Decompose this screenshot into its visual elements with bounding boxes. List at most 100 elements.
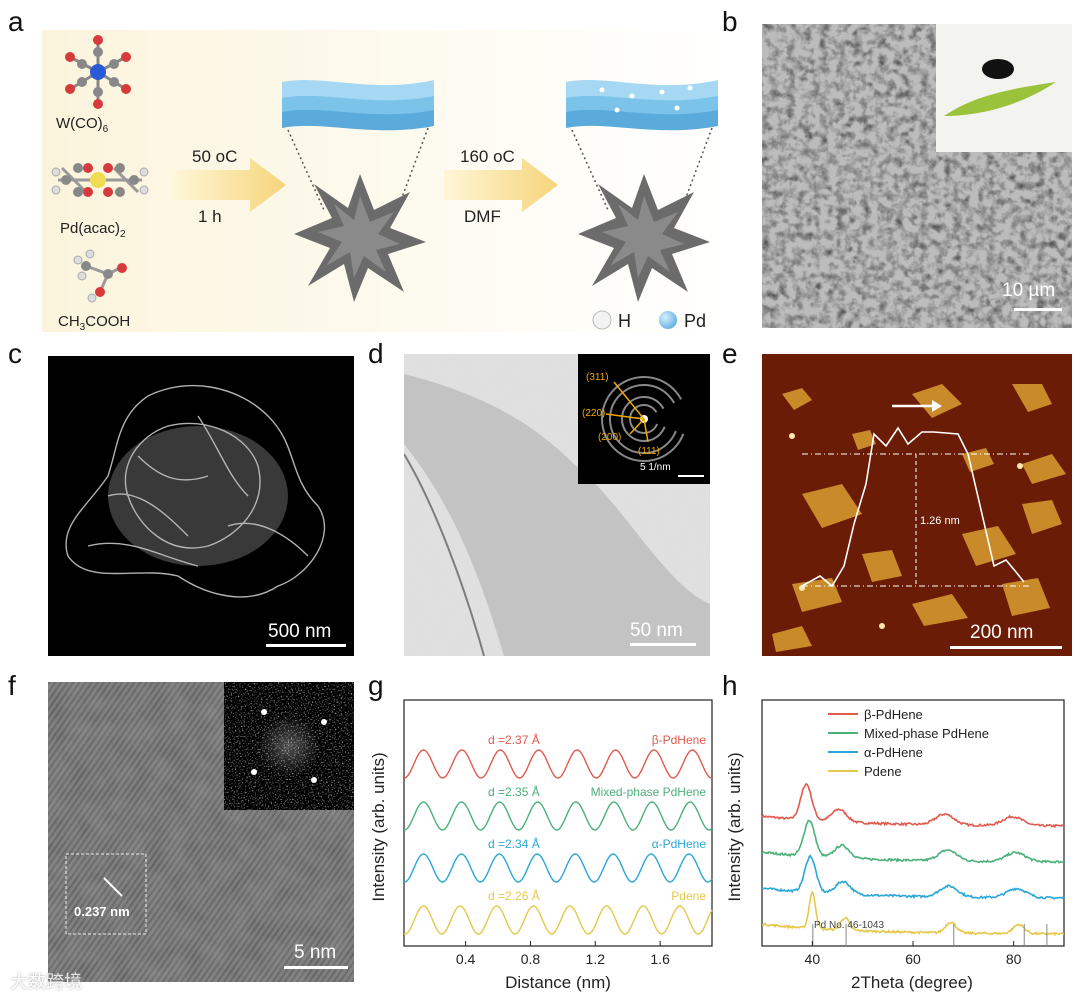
chart-h-series-line [762,890,1064,937]
chart-h-xtick-label: 80 [1006,951,1022,967]
chart-g-d-spacing-label: d =2.37 Å [488,732,540,747]
chart-g-series-name: Pdene [671,889,706,903]
chart-h-svg: 40 60 80 β-PdHene Mixed-phase PdHene α-PdHen… [725,699,1065,992]
panel-label-f: f [8,670,16,701]
fft-pattern [224,682,354,810]
lattice-spacing-label: 0.237 nm [74,904,130,919]
hrtem-scale-bar [284,966,348,969]
chart-h: 40 60 80 β-PdHene Mixed-phase PdHene α-PdHen… [722,682,1078,1000]
chart-g-d-spacing-label: d =2.26 Å [488,888,540,903]
chart-h-series-line [761,819,1065,864]
hrtem-scale-bar-label: 5 nm [294,942,337,963]
sem-inset-photo [936,24,1072,152]
legend-h-label: H [618,311,631,331]
panel-label-c: c [8,338,22,369]
chart-g-series-line [403,801,713,831]
sem-image: 10 µm [762,24,1072,328]
chart-g-xtick-label: 0.4 [456,951,476,967]
afm-scale-bar [950,646,1062,649]
schematic-panel: W(CO)6 Pd(acac)2 [42,30,722,332]
sem-scale-bar [1014,308,1062,311]
schematic-drawing: W(CO)6 Pd(acac)2 [42,30,722,332]
afm-scale-bar-label: 200 nm [970,622,1034,643]
chart-h-xtick-label: 40 [805,951,821,967]
legend-pd-atom-icon [659,311,677,329]
step2-temperature: 160 oC [460,147,515,166]
chart-g-d-spacing-label: d =2.35 Å [488,784,540,799]
legend-h-atom-icon [592,310,612,330]
chart-g-d-spacing-label: d =2.34 Å [488,836,540,851]
saed-scale-bar-label: 5 1/nm [640,462,671,473]
chart-h-series-line [761,854,1065,900]
tem-scale-bar [630,643,696,646]
saed-label-111: (111) [638,446,660,457]
tem-image: (311) (220) (200) (111) 5 1/nm 50 nm [404,354,710,656]
watermark-text: 大数跨境 [10,972,82,992]
sem-texture [762,24,1072,328]
chart-h-xtick-label: 60 [905,951,921,967]
saed-scale-bar [678,475,704,477]
panel-label-b: b [722,6,738,37]
reaction-arrow-2-icon [444,158,558,212]
chart-g-series-name: α-PdHene [652,837,707,851]
haadf-scale-bar [266,644,346,647]
chart-h-xlabel: 2Theta (degree) [851,973,973,992]
legend-pd-label: Pd [684,311,706,331]
chart-h-series-line [761,782,1065,829]
chart-h-reference-label: Pd No. 46-1043 [814,920,884,931]
step1-time: 1 h [198,207,222,226]
pdene-sheet-icon [282,80,434,211]
chart-g-series-name: Mixed-phase PdHene [591,785,707,799]
panel-label-g: g [368,670,384,701]
sem-scale-bar-label: 10 µm [1002,280,1056,301]
afm-scan-direction-arrow-icon [932,400,942,412]
pd-acac2-molecule-icon [51,163,149,197]
chart-g-series-name: β-PdHene [652,733,707,747]
afm-height-profile [801,426,1025,588]
precursor-pdacac-label: Pd(acac)2 [60,220,126,240]
haadf-image: 500 nm [48,356,354,656]
flower-nanostructure-1-icon [294,174,426,302]
afm-height-map: 1.26 nm [762,354,1072,656]
precursor-acetic-acid-label: CH3COOH [58,313,130,332]
saed-label-220: (220) [582,408,605,419]
reaction-arrow-1-icon [174,158,286,212]
precursor-wco6-label: W(CO)6 [56,115,109,135]
afm-image: 1.26 nm 200 nm [762,354,1072,656]
afm-height-label: 1.26 nm [920,515,960,527]
chart-h-ylabel: Intensity (arb. units) [725,752,744,901]
plant-spike-icon [944,82,1056,116]
chart-g-xtick-label: 1.6 [650,951,670,967]
wco6-molecule-icon [65,35,131,109]
chart-g-xlabel: Distance (nm) [505,973,611,992]
chart-g-xtick-label: 0.8 [521,951,541,967]
step2-solvent: DMF [464,207,501,226]
chart-h-legend-label: Pdene [864,764,902,779]
panel-label-a: a [8,6,24,37]
saed-pattern: (311) (220) (200) (111) 5 1/nm [582,372,710,477]
saed-label-200: (200) [598,432,621,443]
flower-nanostructure-2-icon [578,174,710,302]
chart-g: d =2.37 Å β-PdHene d =2.35 Å Mixed-phase Pd… [368,682,720,1000]
nanosheet-haadf-drawing [65,384,325,598]
chart-g-ylabel: Intensity (arb. units) [369,752,388,901]
step1-temperature: 50 oC [192,147,237,166]
chart-h-legend-label: Mixed-phase PdHene [864,726,989,741]
haadf-scale-bar-label: 500 nm [268,621,332,642]
acetic-acid-molecule-icon [73,249,127,303]
tem-scale-bar-label: 50 nm [630,620,683,641]
chart-g-series-line [403,749,713,779]
hrtem-image: 0.237 nm 5 nm [48,682,354,982]
chart-g-series-line [403,853,713,883]
panel-label-d: d [368,338,384,369]
pdhene-sheet-icon [566,80,718,211]
panel-label-h: h [722,670,738,701]
saed-inset: (311) (220) (200) (111) 5 1/nm [578,354,710,484]
chart-h-legend-label: α-PdHene [864,745,923,760]
hrtem-lattice [48,682,354,982]
powder-sample-icon [982,59,1014,79]
chart-h-legend-label: β-PdHene [864,707,923,722]
saed-label-311: (311) [586,372,609,383]
fft-inset [224,682,354,810]
panel-label-e: e [722,338,738,369]
